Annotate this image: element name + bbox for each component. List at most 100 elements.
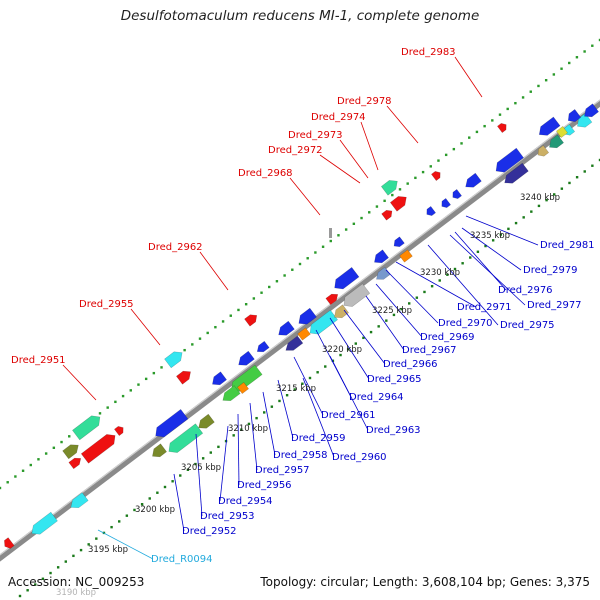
- reverse-strand-dot: [583, 170, 586, 173]
- forward-strand-dot: [514, 101, 517, 105]
- forward-strand-dot: [391, 193, 394, 197]
- forward-strand-dot: [29, 463, 32, 467]
- reverse-gene-feature: [567, 109, 582, 122]
- forward-strand-dot: [214, 325, 217, 329]
- gene-label-dred-2962: Dred_2962: [148, 242, 203, 253]
- forward-strand-dot: [68, 435, 71, 438]
- label-leader-line: [173, 473, 185, 532]
- scale-tick-label: 3205 kbp: [181, 463, 221, 473]
- gene-label-dred-2956: Dred_2956: [237, 480, 292, 491]
- reverse-gene-feature: [426, 206, 436, 216]
- forward-strand-dot: [352, 222, 356, 225]
- gene-label-dred-2961: Dred_2961: [321, 410, 376, 421]
- scale-tick-label: 3230 kbp: [420, 268, 460, 278]
- label-leader-line: [195, 433, 203, 517]
- reverse-strand-dot: [232, 434, 235, 437]
- reverse-strand-dot: [507, 227, 510, 231]
- gene-label-dred-2971: Dred_2971: [457, 302, 512, 313]
- reverse-strand-dot: [110, 525, 113, 529]
- forward-strand-dot: [0, 486, 2, 490]
- gene-label-dred-2981: Dred_2981: [540, 240, 595, 251]
- gene-label-dred-2958: Dred_2958: [273, 450, 328, 461]
- reverse-gene-feature: [584, 103, 599, 118]
- label-leader-line: [427, 244, 499, 326]
- reverse-gene-feature: [504, 162, 529, 184]
- scale-tick-label: 3240 kbp: [520, 193, 560, 203]
- reverse-strand-dot: [79, 548, 83, 552]
- label-leader-line: [237, 413, 240, 486]
- reverse-strand-dot: [278, 399, 281, 403]
- reverse-strand-dot: [453, 267, 457, 271]
- accession-text: Accession: NC_009253: [8, 575, 145, 589]
- label-leader-line: [293, 356, 324, 416]
- reverse-gene-feature: [538, 116, 561, 136]
- reverse-strand-dot: [408, 302, 411, 305]
- reverse-gene-feature: [343, 283, 371, 307]
- gene-features: [4, 103, 599, 549]
- reverse-gene-feature: [297, 327, 311, 341]
- forward-strand-dot: [568, 61, 571, 65]
- label-leader-line: [365, 295, 405, 351]
- reverse-strand-dot: [179, 474, 182, 477]
- gene-label-dred-2951: Dred_2951: [11, 355, 66, 366]
- reverse-gene-feature: [495, 147, 524, 173]
- forward-strand-dot: [44, 452, 48, 455]
- label-leader-line: [454, 231, 507, 291]
- gene-label-dred-2952: Dred_2952: [182, 526, 237, 537]
- genome-summary: Topology: circular; Length: 3,608,104 bp…: [260, 575, 590, 589]
- label-leader-line: [249, 402, 258, 471]
- forward-strand-dot: [491, 119, 494, 122]
- reverse-strand-dot: [446, 273, 449, 276]
- reverse-strand-dot: [598, 158, 600, 162]
- gene-label-dred-2959: Dred_2959: [291, 433, 346, 444]
- map-title: Desulfotomaculum reducens MI-1, complete…: [120, 8, 480, 24]
- label-leader-line: [302, 377, 335, 458]
- reverse-strand-dot: [553, 193, 556, 196]
- reverse-strand-dot: [591, 164, 594, 167]
- scale-tick-label: 3220 kbp: [322, 345, 362, 355]
- gene-labels: Dred_2983 Dred_2978 Dred_2974 Dred_2973 Dred…: [11, 47, 595, 565]
- forward-strand-dot: [191, 343, 194, 346]
- reverse-strand-dot: [568, 181, 571, 185]
- reverse-strand-dot: [377, 325, 380, 328]
- genome-backbone: [0, 99, 600, 562]
- reverse-strand-dot: [392, 313, 396, 317]
- reverse-strand-dot: [125, 514, 129, 517]
- reverse-gene-feature: [399, 249, 413, 263]
- forward-gene-feature: [389, 196, 407, 212]
- forward-strand-dot: [268, 285, 271, 289]
- reverse-strand-dot: [240, 428, 243, 431]
- forward-strand-dot: [52, 446, 56, 449]
- forward-gene-feature: [244, 314, 258, 327]
- scale-tick-label: 3195 kbp: [88, 545, 128, 555]
- reverse-strand-dot: [247, 422, 251, 426]
- scale-tick-label: 3215 kbp: [276, 384, 316, 394]
- label-leader-line: [386, 105, 419, 144]
- forward-strand-dot: [21, 469, 25, 472]
- gene-label-dred-2963: Dred_2963: [366, 425, 421, 436]
- reverse-gene-feature: [152, 443, 167, 458]
- forward-strand-dot: [129, 389, 132, 392]
- reverse-strand-dot: [301, 382, 304, 385]
- forward-strand-dot: [306, 257, 309, 260]
- forward-gene-feature: [380, 180, 398, 196]
- reverse-gene-feature: [549, 134, 564, 149]
- reverse-strand-dot: [201, 457, 205, 460]
- forward-strand-dot: [183, 348, 186, 352]
- forward-strand-dot: [475, 130, 479, 134]
- reverse-strand-dot: [186, 468, 190, 471]
- label-leader-line: [449, 234, 526, 306]
- forward-strand-dot: [321, 245, 325, 248]
- reverse-gene-feature: [256, 340, 270, 353]
- scale-tick-label: 3235 kbp: [470, 231, 510, 241]
- forward-strand-dot: [421, 170, 425, 174]
- reverse-strand-dot: [491, 239, 495, 242]
- reverse-strand-dot: [263, 411, 266, 414]
- reverse-strand-dot: [270, 405, 274, 408]
- forward-strand-dot: [452, 147, 456, 151]
- label-leader-line: [339, 139, 369, 179]
- reverse-gene-feature: [334, 267, 360, 290]
- label-leader-line: [329, 317, 370, 380]
- reverse-gene-feature: [70, 492, 89, 509]
